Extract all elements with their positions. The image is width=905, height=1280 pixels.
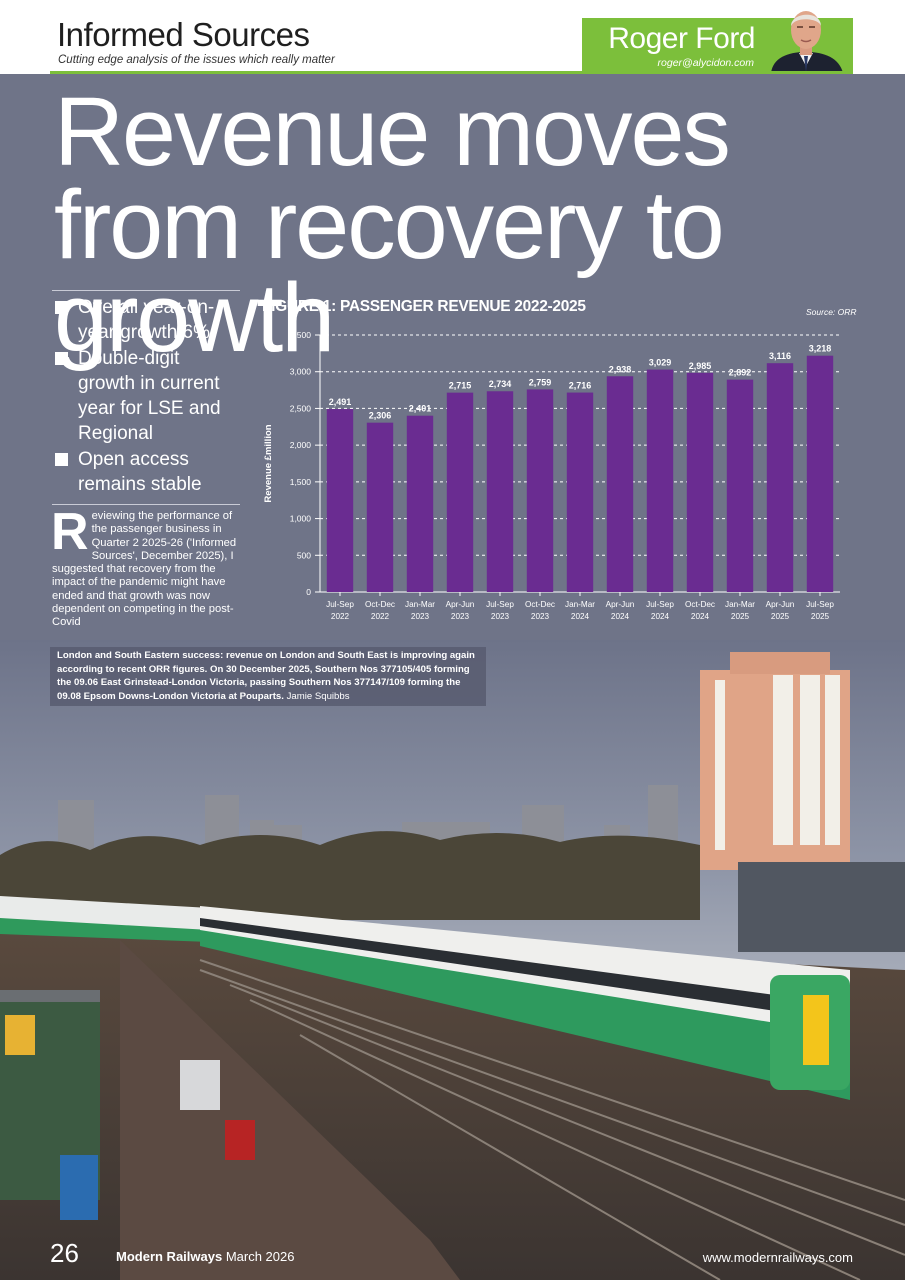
x-tick-label: Oct-Dec <box>365 600 395 609</box>
chart-bar <box>526 389 554 592</box>
train-photo <box>0 640 905 1280</box>
x-tick-label: Jul-Sep <box>486 600 514 609</box>
section-title: Informed Sources <box>57 16 310 53</box>
x-tick-label-year: 2025 <box>811 612 830 621</box>
bar-value-label: 3,029 <box>649 358 672 368</box>
section-tagline: Cutting edge analysis of the issues whic… <box>58 54 335 66</box>
chart-bar <box>606 376 634 592</box>
page-header: Informed Sources Cutting edge analysis o… <box>0 0 905 74</box>
x-tick-label-year: 2023 <box>411 612 430 621</box>
drop-cap: R <box>51 503 89 561</box>
bar-value-label: 2,401 <box>409 404 432 414</box>
y-tick-label: 1,500 <box>290 477 312 487</box>
chart-bar <box>686 372 714 592</box>
bar-value-label: 2,491 <box>329 397 352 407</box>
chart-bar <box>646 369 674 592</box>
author-portrait <box>763 6 849 73</box>
key-point-text: Double-digit growth in current year for … <box>78 348 221 444</box>
chart-bar <box>766 363 794 592</box>
x-tick-label-year: 2023 <box>531 612 550 621</box>
x-tick-label-year: 2022 <box>331 612 350 621</box>
chart-bar <box>366 422 394 592</box>
key-point-text: Overall year-on-year growth 6% <box>78 297 215 343</box>
x-tick-label: Oct-Dec <box>685 600 715 609</box>
bar-value-label: 2,734 <box>489 379 512 389</box>
author-box: Roger Ford roger@alycidon.com <box>582 11 853 73</box>
x-tick-label: Jul-Sep <box>646 600 674 609</box>
bar-value-label: 2,938 <box>609 364 632 374</box>
y-tick-label: 2,000 <box>290 440 312 450</box>
x-tick-label-year: 2023 <box>451 612 470 621</box>
x-tick-label: Jan-Mar <box>725 600 755 609</box>
x-tick-label-year: 2022 <box>371 612 390 621</box>
article-paragraph: eviewing the performance of the passenge… <box>52 510 237 629</box>
header-rule <box>50 71 853 74</box>
y-tick-label: 3,500 <box>290 330 312 340</box>
chart-bar <box>406 415 434 592</box>
bullet-square-icon <box>55 352 68 365</box>
photo-caption: London and South Eastern success: revenu… <box>50 647 486 706</box>
chart-bar <box>726 379 754 592</box>
y-tick-label: 0 <box>306 587 311 597</box>
bar-value-label: 2,985 <box>689 361 712 371</box>
y-tick-label: 500 <box>297 550 311 560</box>
footer-magazine: Modern Railways March 2026 <box>116 1249 294 1264</box>
bar-value-label: 2,759 <box>529 377 552 387</box>
x-tick-label-year: 2024 <box>611 612 630 621</box>
key-point: Open access remains stable <box>52 447 240 497</box>
key-point: Overall year-on-year growth 6% <box>52 295 240 345</box>
bar-value-label: 2,306 <box>369 411 392 421</box>
x-tick-label: Jan-Mar <box>565 600 595 609</box>
chart-bar <box>806 355 834 592</box>
chart-bar <box>566 392 594 592</box>
y-tick-label: 2,500 <box>290 403 312 413</box>
x-tick-label-year: 2024 <box>691 612 710 621</box>
chart-bar <box>326 409 354 592</box>
bar-value-label: 3,218 <box>809 344 832 354</box>
x-tick-label: Apr-Jun <box>446 600 475 609</box>
x-tick-label-year: 2025 <box>731 612 750 621</box>
figure-title: FIGURE 1: PASSENGER REVENUE 2022-2025 <box>262 298 586 315</box>
bar-value-label: 2,715 <box>449 381 472 391</box>
bullet-square-icon <box>55 453 68 466</box>
footer-url[interactable]: www.modernrailways.com <box>702 1250 853 1265</box>
figure-source: Source: ORR <box>806 307 857 317</box>
x-tick-label: Jul-Sep <box>806 600 834 609</box>
x-tick-label: Jul-Sep <box>326 600 354 609</box>
bar-value-label: 2,716 <box>569 381 592 391</box>
x-tick-label-year: 2024 <box>571 612 590 621</box>
y-axis-label: Revenue £million <box>263 424 274 502</box>
x-tick-label-year: 2023 <box>491 612 510 621</box>
x-tick-label: Oct-Dec <box>525 600 555 609</box>
x-tick-label: Apr-Jun <box>606 600 635 609</box>
revenue-bar-chart: 0 500 1,000 1,500 2,000 2,500 3,000 3,500 Revenu… <box>263 330 840 621</box>
x-tick-label-year: 2025 <box>771 612 790 621</box>
bar-value-label: 2,892 <box>729 368 752 378</box>
x-tick-label-year: 2024 <box>651 612 670 621</box>
key-point: Double-digit growth in current year for … <box>52 346 240 446</box>
issue-date: March 2026 <box>225 1249 295 1264</box>
key-points: Overall year-on-year growth 6% Double-di… <box>52 290 240 505</box>
magazine-name: Modern Railways <box>116 1249 223 1264</box>
photo-credit: Jamie Squibbs <box>286 690 350 702</box>
author-name: Roger Ford <box>608 22 755 55</box>
headline: Revenue moves from recovery to growth <box>54 77 731 372</box>
page-number: 26 <box>50 1238 79 1268</box>
bullet-square-icon <box>55 301 68 314</box>
x-tick-label: Jan-Mar <box>405 600 435 609</box>
key-point-text: Open access remains stable <box>78 449 202 495</box>
chart-bar <box>486 391 514 592</box>
x-tick-label: Apr-Jun <box>766 600 795 609</box>
y-tick-label: 1,000 <box>290 514 312 524</box>
photo-caption-text: London and South Eastern success: revenu… <box>57 650 475 702</box>
chart-bar <box>446 392 474 592</box>
author-email[interactable]: roger@alycidon.com <box>657 57 754 69</box>
bar-value-label: 3,116 <box>769 351 791 361</box>
y-tick-label: 3,000 <box>290 367 312 377</box>
